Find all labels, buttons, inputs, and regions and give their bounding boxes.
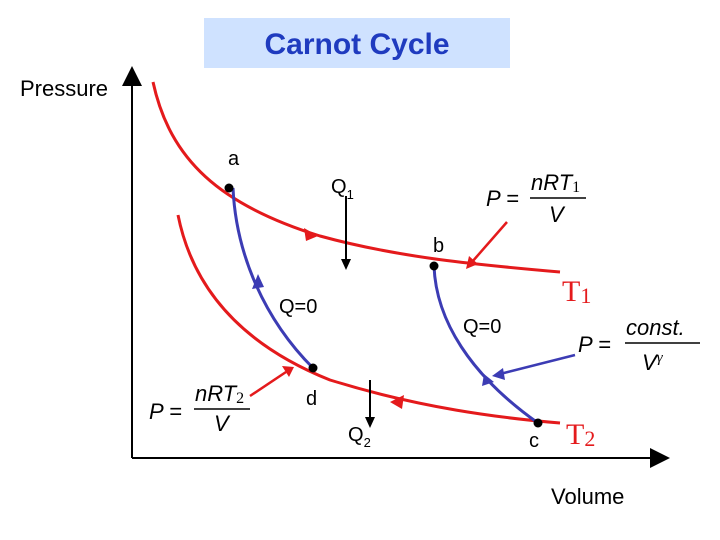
t2-equation-lhs: P =	[149, 399, 182, 424]
isotherm-t1-curve	[151, 81, 561, 274]
point-d-label: d	[306, 388, 317, 410]
t1-equation-pointer	[471, 221, 508, 263]
q1-label: Q1	[331, 176, 354, 202]
point-a-label: a	[228, 148, 240, 170]
t1-equation-lhs: P =	[486, 186, 519, 211]
point-a-marker	[224, 183, 234, 193]
arrow-cd-direction	[390, 395, 404, 409]
arrow-bc-direction	[482, 374, 494, 386]
adiabat-bc-curve	[432, 265, 539, 425]
q2-label: Q2	[348, 424, 371, 450]
adiabat-equation-numerator: const.	[626, 315, 685, 340]
t2-equation-denominator: V	[214, 411, 231, 436]
q2-heat-arrowhead	[365, 417, 375, 428]
point-d-marker	[308, 363, 318, 373]
q0-left-label: Q=0	[279, 296, 317, 318]
t1-label: T1	[562, 275, 591, 308]
adiabat-equation-pointer	[499, 353, 576, 376]
adiabat-equation-denominator: Vγ	[642, 350, 664, 375]
point-b-marker	[429, 261, 439, 271]
q1-heat-arrowhead	[341, 259, 351, 270]
arrow-da-direction	[252, 274, 264, 289]
t2-equation: P = nRT2 V	[149, 381, 250, 436]
adiabat-ad-curve	[231, 187, 315, 370]
point-b-label: b	[433, 235, 444, 257]
t2-equation-numerator: nRT2	[195, 381, 244, 407]
point-c-label: c	[529, 430, 539, 452]
adiabat-equation-lhs: P =	[578, 332, 611, 357]
adiabat-equation-pointer-head	[492, 368, 505, 380]
x-axis-label: Volume	[551, 484, 624, 509]
t1-equation: P = nRT1 V	[486, 170, 586, 227]
t1-equation-numerator: nRT1	[531, 170, 580, 196]
t2-label: T2	[566, 418, 595, 451]
q0-right-label: Q=0	[463, 316, 501, 338]
title: Carnot Cycle	[264, 28, 449, 61]
isotherm-t2-curve	[176, 214, 561, 425]
t1-equation-denominator: V	[549, 202, 566, 227]
t1-equation-pointer-head	[466, 256, 478, 269]
adiabat-equation: P = const. Vγ	[578, 315, 700, 375]
y-axis-label: Pressure	[20, 76, 108, 101]
arrow-ab-direction	[304, 228, 318, 241]
title-box	[204, 18, 510, 68]
point-c-marker	[533, 418, 543, 428]
t2-equation-pointer-head	[282, 366, 294, 377]
t2-equation-pointer	[249, 370, 287, 398]
